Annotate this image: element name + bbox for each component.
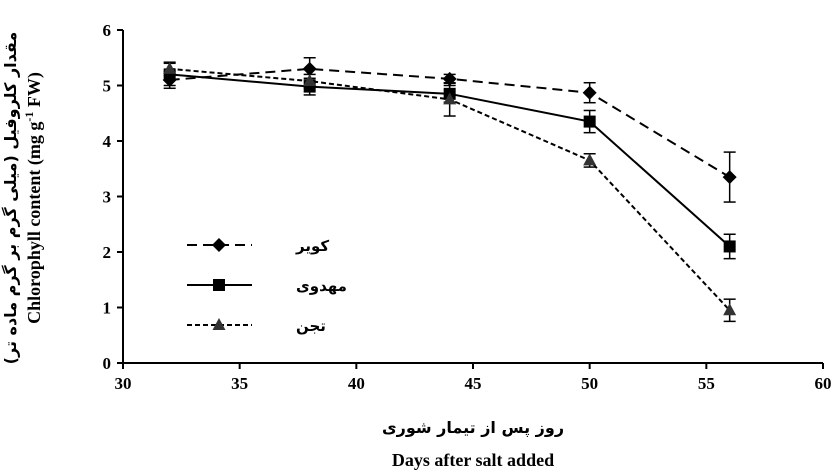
- y-axis-title-en: Chlorophyll content (mg g-1 FW): [22, 72, 45, 324]
- x-tick-label: 35: [231, 374, 248, 393]
- y-tick-label: 5: [103, 77, 112, 96]
- x-tick-label: 40: [348, 374, 365, 393]
- legend-label-1: کویر: [295, 237, 329, 255]
- x-tick-label: 45: [465, 374, 482, 393]
- x-axis-title-en: Days after salt added: [392, 450, 554, 470]
- legend-marker-1: [212, 238, 226, 252]
- x-axis-title-fa: روز پس از تیمار شوری: [382, 418, 564, 438]
- legend-label-3: تجن: [296, 317, 326, 335]
- x-tick-label: 30: [115, 374, 132, 393]
- x-tick-label: 50: [581, 374, 598, 393]
- x-tick-label: 55: [698, 374, 715, 393]
- data-point-series-1: [723, 170, 737, 184]
- data-point-series-2: [724, 240, 736, 252]
- data-point-series-3: [583, 153, 596, 165]
- y-tick-label: 6: [103, 21, 112, 40]
- data-point-series-1: [583, 86, 597, 100]
- y-tick-label: 2: [103, 243, 112, 262]
- legend-marker-2: [213, 279, 225, 291]
- data-point-series-2: [584, 116, 596, 128]
- y-tick-label: 0: [103, 354, 112, 373]
- x-tick-label: 60: [815, 374, 832, 393]
- y-tick-label: 4: [103, 132, 112, 151]
- legend-label-2: مهدوی: [296, 277, 347, 295]
- y-tick-label: 3: [103, 188, 112, 207]
- y-axis-title-fa: مقدار کلروفیل (میلی گرم بر گرم ماده تر): [1, 32, 20, 365]
- y-tick-label: 1: [103, 299, 112, 318]
